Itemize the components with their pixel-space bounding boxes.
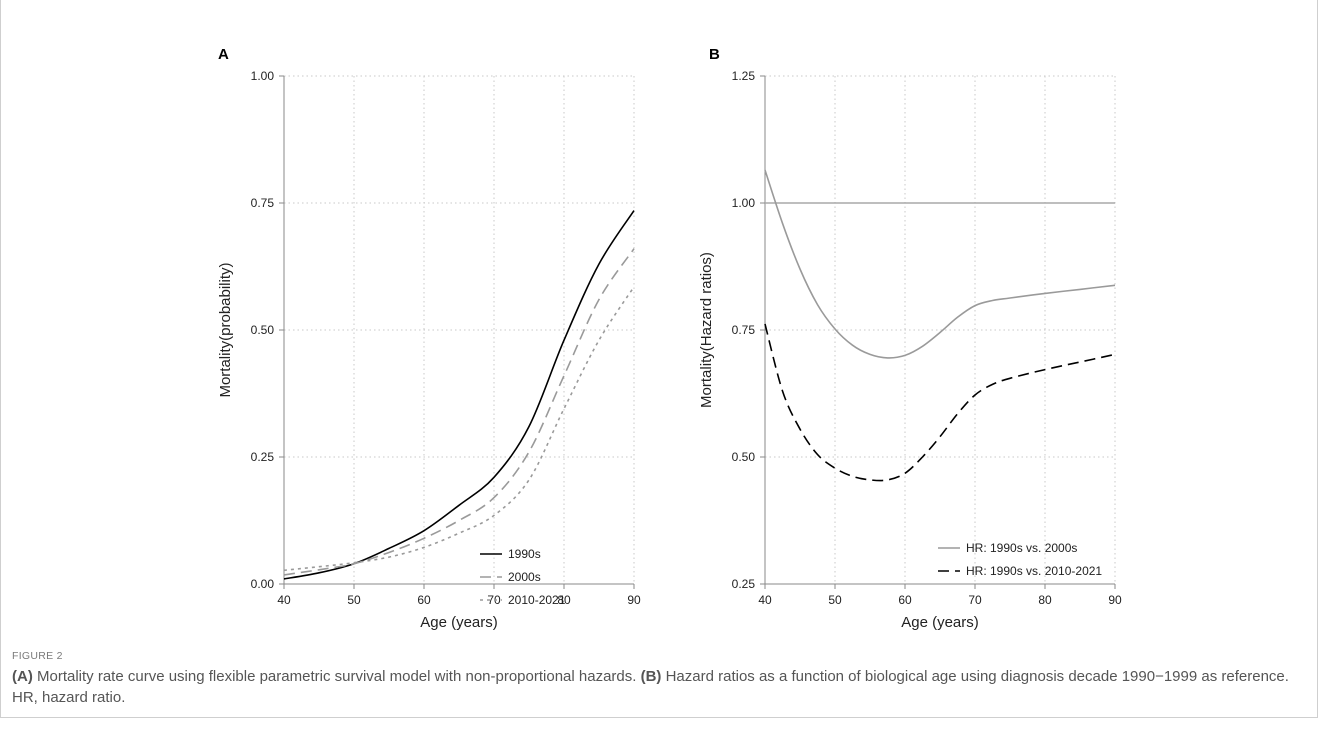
x-tick-label: 40 [277,593,291,607]
legend-label-a-3: 2010-2021 [508,593,566,607]
x-tick-label: 90 [1108,593,1122,607]
panel-b-plot: 0.25 0.50 0.75 1.00 1.25 40 50 60 70 80 90 Age (yea… [698,69,1122,631]
caption-text-b: Hazard ratios as a function of biologica… [12,668,1289,706]
y-tick-label: 0.00 [251,577,275,591]
x-tick-label: 80 [1038,593,1052,607]
y-tick-label: 0.25 [251,450,275,464]
y-tick-label: 0.50 [251,323,275,337]
series-line-a-3 [283,286,635,572]
y-tick-label: 0.25 [732,577,756,591]
y-tick-label: 1.25 [732,69,756,83]
legend-label-a-2: 2000s [508,570,541,584]
legend-label-b-1: HR: 1990s vs. 2000s [966,541,1077,555]
x-axis-title: Age (years) [901,614,979,631]
series-line-a-2 [283,248,635,576]
series-line-b-1 [764,169,1116,359]
y-tick-label: 0.75 [251,196,275,210]
x-tick-label: 70 [968,593,982,607]
y-tick-label: 1.00 [732,196,756,210]
figure-caption: (A) Mortality rate curve using flexible … [12,666,1308,708]
x-tick-label: 80 [557,593,571,607]
series-line-a-1 [283,210,635,580]
legend-label-b-2: HR: 1990s vs. 2010-2021 [966,564,1102,578]
caption-text-a: Mortality rate curve using flexible para… [32,668,641,685]
caption-tag-b: (B) [640,668,662,685]
x-tick-label: 50 [347,593,361,607]
y-tick-label: 1.00 [251,69,275,83]
y-axis-title: Mortality(probability) [217,262,234,397]
figure-chart: A B 0.00 0.25 0.50 0.75 1.00 40 50 60 70 80 90 Age … [217,46,1122,631]
series-line-b-2 [764,323,1116,482]
x-tick-label: 40 [758,593,772,607]
figure-number: FIGURE 2 [12,650,63,662]
x-tick-label: 60 [417,593,431,607]
y-tick-label: 0.50 [732,450,756,464]
x-axis-title: Age (years) [420,614,498,631]
x-tick-label: 60 [898,593,912,607]
x-tick-label: 50 [828,593,842,607]
y-axis-title: Mortality(Hazard ratios) [698,252,715,408]
caption-tag-a: (A) [12,668,33,685]
y-tick-label: 0.75 [732,323,756,337]
x-tick-label: 90 [627,593,641,607]
panel-label-b: B [709,46,720,63]
legend-label-a-1: 1990s [508,547,541,561]
panel-label-a: A [218,46,229,63]
figure-frame [0,0,1318,718]
